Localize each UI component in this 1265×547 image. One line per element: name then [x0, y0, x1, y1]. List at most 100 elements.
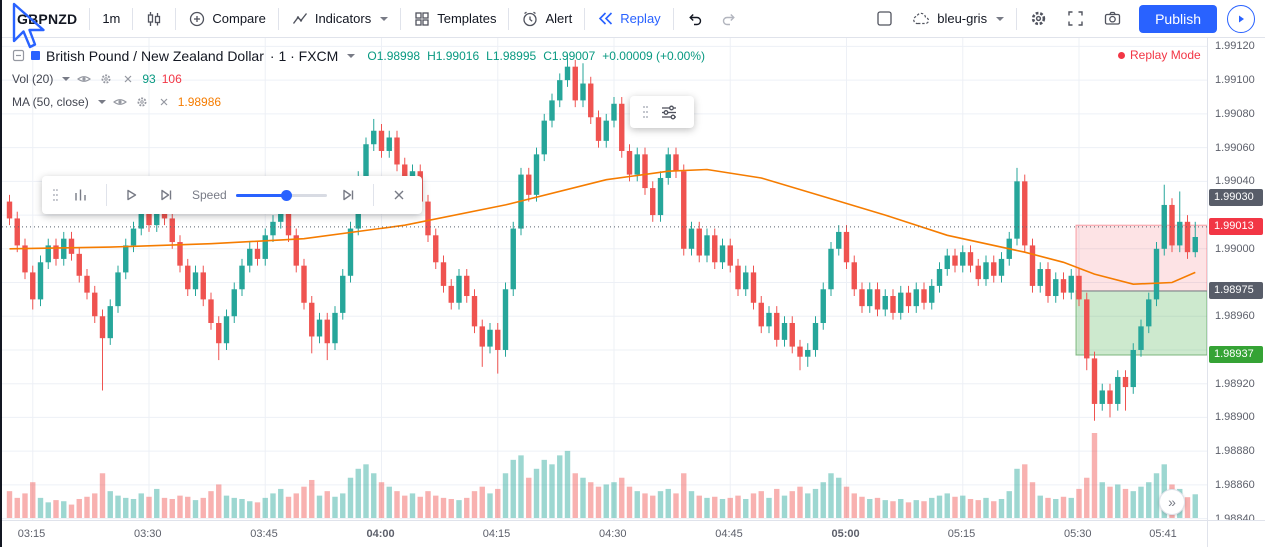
symbol-button[interactable]: GBPNZD	[8, 4, 86, 34]
time-axis-label: 03:15	[17, 528, 46, 540]
chevron-down-icon[interactable]	[347, 53, 356, 58]
price-badge: 1.99013	[1209, 217, 1263, 235]
high-value: 1.99016	[435, 48, 480, 63]
drag-handle-icon[interactable]	[52, 187, 59, 203]
ma-legend-row[interactable]: MA (50, close) 1.98986	[12, 90, 705, 113]
chevron-down-icon	[996, 16, 1005, 21]
time-axis-label: 05:30	[1064, 528, 1092, 540]
time-axis-label: 04:00	[366, 528, 395, 540]
time-axis[interactable]: 03:15 03:30 03:45 04:00 04:15 04:30 04:45 05:00…	[2, 520, 1207, 547]
time-axis-label: 04:30	[599, 528, 627, 540]
record-dot-icon	[1118, 51, 1125, 59]
step-forward-button[interactable]	[153, 182, 179, 208]
replay-play-button[interactable]	[119, 182, 145, 208]
compare-button[interactable]: Compare	[179, 4, 274, 34]
indicator-settings-button[interactable]	[656, 99, 682, 125]
replay-toolbar: Speed	[42, 176, 422, 214]
close-icon[interactable]	[156, 95, 172, 109]
close-replay-button[interactable]	[386, 182, 412, 208]
time-axis-label: 04:45	[715, 528, 743, 540]
snapshot-button[interactable]	[1094, 4, 1131, 34]
time-axis-label: 03:45	[250, 528, 278, 540]
toolbar-right-group: bleu-gris	[866, 4, 1259, 34]
drag-handle-icon[interactable]	[642, 104, 649, 120]
candles-icon	[148, 11, 161, 26]
layout-button[interactable]	[866, 4, 903, 34]
cloud-icon	[913, 12, 930, 25]
panel-collapse-icon[interactable]	[12, 49, 25, 62]
play-arrow-icon	[1239, 15, 1244, 22]
toolbar-separator	[508, 7, 510, 30]
interval-button[interactable]: 1m	[93, 4, 129, 34]
series-legend-row[interactable]: British Pound / New Zealand Dollar · 1 ·…	[12, 44, 705, 67]
chart-legend: British Pound / New Zealand Dollar · 1 ·…	[12, 44, 705, 113]
chart-style-button[interactable]	[136, 4, 172, 34]
series-color-icon	[31, 51, 40, 60]
cloud-layout-button[interactable]: bleu-gris	[903, 4, 1013, 34]
select-bar-icon	[75, 189, 86, 201]
main-chart[interactable]	[2, 38, 1207, 520]
price-axis-label: 1.98880	[1215, 445, 1255, 458]
settings-small-icon[interactable]	[134, 95, 150, 109]
series-meta: · 1 · FXCM	[269, 47, 339, 64]
indicators-label: Indicators	[314, 11, 372, 26]
eye-icon[interactable]	[76, 72, 92, 86]
volume-legend-row[interactable]: Vol (20) 93 106	[12, 67, 705, 90]
price-axis-label: 1.98860	[1215, 478, 1255, 491]
select-bar-button[interactable]	[68, 182, 94, 208]
scroll-right-button[interactable]: »	[1159, 489, 1185, 515]
redo-button[interactable]	[712, 4, 747, 34]
publish-button[interactable]: Publish	[1139, 4, 1217, 33]
skip-to-end-icon	[343, 189, 354, 201]
settings-button[interactable]	[1020, 4, 1057, 34]
jump-to-end-button[interactable]	[336, 182, 362, 208]
series-title[interactable]: British Pound / New Zealand Dollar	[46, 47, 264, 64]
close-value: 1.99007	[551, 48, 596, 63]
speed-slider-knob[interactable]	[280, 189, 292, 201]
price-axis-label: 1.99000	[1215, 242, 1255, 255]
replay-mode-indicator: Replay Mode	[1118, 48, 1201, 62]
publish-menu-button[interactable]	[1227, 4, 1255, 33]
ma-value: 1.98986	[177, 94, 222, 109]
low-value: 1.98995	[492, 48, 537, 63]
time-axis-label: 03:30	[134, 528, 162, 540]
fullscreen-button[interactable]	[1057, 4, 1094, 34]
toolbar-separator	[277, 7, 279, 30]
redo-icon	[722, 14, 735, 26]
close-icon[interactable]	[120, 72, 136, 86]
speed-slider-fill	[235, 193, 287, 197]
volume-value-2: 106	[161, 71, 182, 86]
indicators-button[interactable]: Indicators	[282, 4, 397, 34]
toolbar-separator	[400, 7, 402, 30]
toolbar-separator	[373, 184, 375, 206]
eye-icon[interactable]	[112, 95, 128, 109]
play-icon	[127, 189, 137, 201]
chevron-down-icon[interactable]	[97, 99, 106, 104]
undo-button[interactable]	[677, 4, 712, 34]
templates-icon	[415, 11, 429, 26]
price-axis-label: 1.99080	[1215, 107, 1255, 120]
time-axis-label: 05:41	[1149, 528, 1177, 540]
price-axis[interactable]: 1.99120 1.99100 1.99080 1.99060 1.99040 1.990…	[1207, 38, 1265, 525]
toolbar-separator	[175, 7, 177, 30]
chevron-down-icon[interactable]	[62, 76, 71, 81]
price-axis-label: 1.99060	[1215, 141, 1255, 154]
volume-value-1: 93	[142, 71, 156, 86]
price-axis-label: 1.99100	[1215, 74, 1255, 87]
toolbar-separator	[584, 7, 586, 30]
templates-button[interactable]: Templates	[404, 4, 505, 34]
change-value: +0.00009 (+0.00%)	[602, 48, 706, 63]
volume-label: Vol (20)	[12, 71, 54, 86]
price-badge: 1.98975	[1209, 281, 1263, 299]
toolbar-separator	[89, 7, 91, 30]
settings-small-icon[interactable]	[98, 72, 114, 86]
speed-slider[interactable]	[235, 189, 327, 201]
ma-label: MA (50, close)	[12, 94, 89, 109]
time-axis-label: 04:15	[482, 528, 511, 540]
alert-button[interactable]: Alert	[512, 4, 581, 34]
toolbar-separator	[672, 7, 674, 30]
price-axis-label: 1.99040	[1215, 175, 1255, 188]
axis-corner	[1207, 520, 1265, 547]
replay-button[interactable]: Replay	[588, 4, 669, 34]
